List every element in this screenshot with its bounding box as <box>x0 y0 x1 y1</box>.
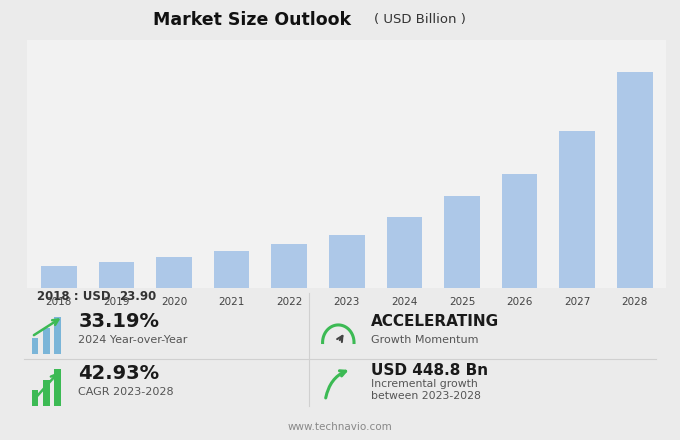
Bar <box>214 251 250 288</box>
Bar <box>617 73 653 288</box>
Bar <box>43 380 50 406</box>
Bar <box>502 174 537 288</box>
Text: ACCELERATING: ACCELERATING <box>371 314 498 329</box>
Bar <box>43 328 50 354</box>
Text: 2024 Year-over-Year: 2024 Year-over-Year <box>78 335 188 345</box>
Text: CAGR 2023-2028: CAGR 2023-2028 <box>78 387 174 396</box>
Bar <box>329 235 364 288</box>
Bar <box>271 244 307 288</box>
Text: Growth Momentum: Growth Momentum <box>371 335 478 345</box>
Bar <box>559 131 595 288</box>
Bar <box>156 257 192 288</box>
Bar <box>99 262 135 288</box>
Text: 42.93%: 42.93% <box>78 363 159 383</box>
Text: USD 448.8 Bn: USD 448.8 Bn <box>371 363 488 378</box>
Text: Market Size Outlook: Market Size Outlook <box>152 11 351 29</box>
Bar <box>54 369 61 406</box>
Bar <box>386 217 422 288</box>
Bar <box>41 266 77 288</box>
Text: 23.90: 23.90 <box>119 290 156 304</box>
Bar <box>31 390 38 406</box>
Text: 33.19%: 33.19% <box>78 312 159 331</box>
Text: ( USD Billion ): ( USD Billion ) <box>374 13 466 26</box>
Bar <box>444 196 480 288</box>
Text: Incremental growth
between 2023-2028: Incremental growth between 2023-2028 <box>371 379 481 401</box>
Bar <box>54 317 61 354</box>
Text: 2018 : USD: 2018 : USD <box>37 290 111 304</box>
Bar <box>31 338 38 354</box>
Text: www.technavio.com: www.technavio.com <box>288 422 392 432</box>
